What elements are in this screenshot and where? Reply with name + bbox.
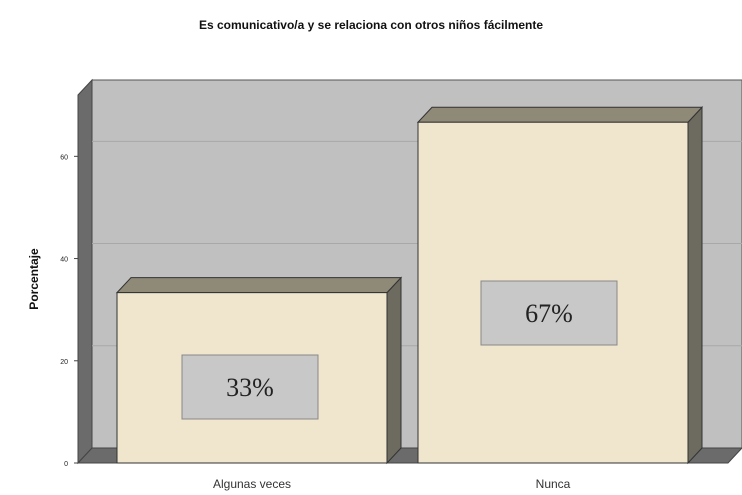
data-label-box [181, 354, 319, 420]
y-tick-label: 60 [60, 154, 68, 161]
bar-side [386, 276, 402, 465]
data-label: 33% [226, 373, 274, 402]
x-tick-label: Algunas veces [213, 477, 291, 491]
y-axis-title: Porcentaje [27, 248, 41, 310]
y-tick-label: 40 [60, 257, 68, 264]
x-tick-label: Nunca [536, 477, 571, 491]
bar-top [115, 277, 403, 294]
data-label: 67% [525, 299, 573, 328]
y-tick-label: 20 [60, 359, 68, 366]
bar-side [687, 105, 703, 465]
bar-top [416, 106, 704, 123]
data-label-box [480, 280, 618, 346]
chart-title: Es comunicativo/a y se relaciona con otr… [198, 18, 544, 32]
plot-left-wall [77, 78, 93, 465]
y-tick-label: 0 [64, 461, 68, 468]
